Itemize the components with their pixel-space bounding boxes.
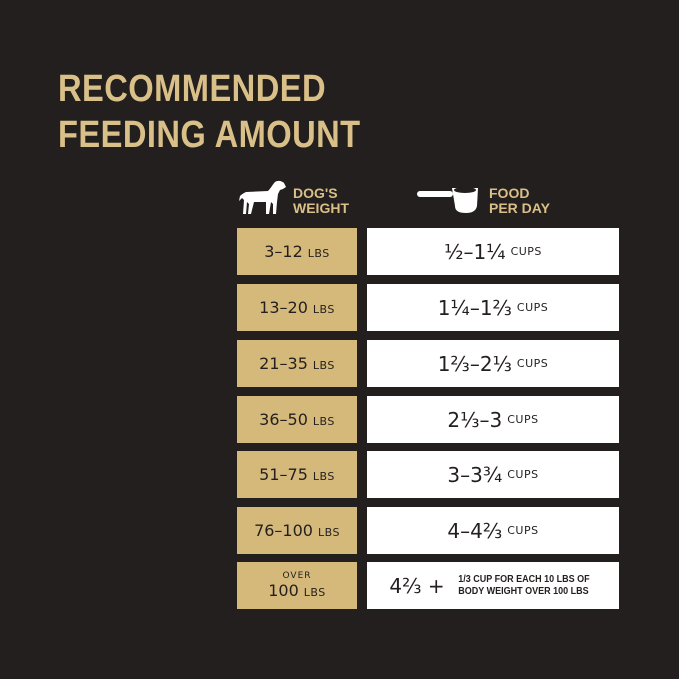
table-row: OVER 100 LBS 4⅔ + 1/3 CUP FOR EACH 10 LBS… [237, 562, 619, 609]
amount-note: 1/3 CUP FOR EACH 10 LBS OF BODY WEIGHT O… [457, 573, 590, 597]
amount-cell: 4⅔ + 1/3 CUP FOR EACH 10 LBS OF BODY WEI… [367, 562, 619, 609]
amount-cell: 1¼–1⅔ CUPS [367, 284, 619, 331]
weight-cell: 51–75 LBS [237, 451, 357, 498]
amount-cell: 4–4⅔ CUPS [367, 507, 619, 554]
amount-cell: 1⅔–2⅓ CUPS [367, 340, 619, 387]
weight-cell: OVER 100 LBS [237, 562, 357, 609]
page-title: RECOMMENDED FEEDING AMOUNT [58, 68, 361, 156]
table-row: 3–12 LBS ½–1¼ CUPS [237, 228, 619, 275]
table-row: 36–50 LBS 2⅓–3 CUPS [237, 396, 619, 443]
amount-cell: 2⅓–3 CUPS [367, 396, 619, 443]
table-row: 76–100 LBS 4–4⅔ CUPS [237, 507, 619, 554]
table-row: 51–75 LBS 3–3¾ CUPS [237, 451, 619, 498]
weight-cell: 21–35 LBS [237, 340, 357, 387]
amount-cell: 3–3¾ CUPS [367, 451, 619, 498]
weight-cell: 13–20 LBS [237, 284, 357, 331]
table-row: 13–20 LBS 1¼–1⅔ CUPS [237, 284, 619, 331]
weight-cell: 36–50 LBS [237, 396, 357, 443]
weight-header: DOG'S WEIGHT [293, 185, 349, 216]
weight-cell: 3–12 LBS [237, 228, 357, 275]
measuring-cup-icon [417, 187, 478, 213]
food-header: FOOD PER DAY [489, 185, 550, 216]
amount-cell: ½–1¼ CUPS [367, 228, 619, 275]
dog-icon [239, 180, 286, 214]
weight-cell: 76–100 LBS [237, 507, 357, 554]
table-row: 21–35 LBS 1⅔–2⅓ CUPS [237, 340, 619, 387]
